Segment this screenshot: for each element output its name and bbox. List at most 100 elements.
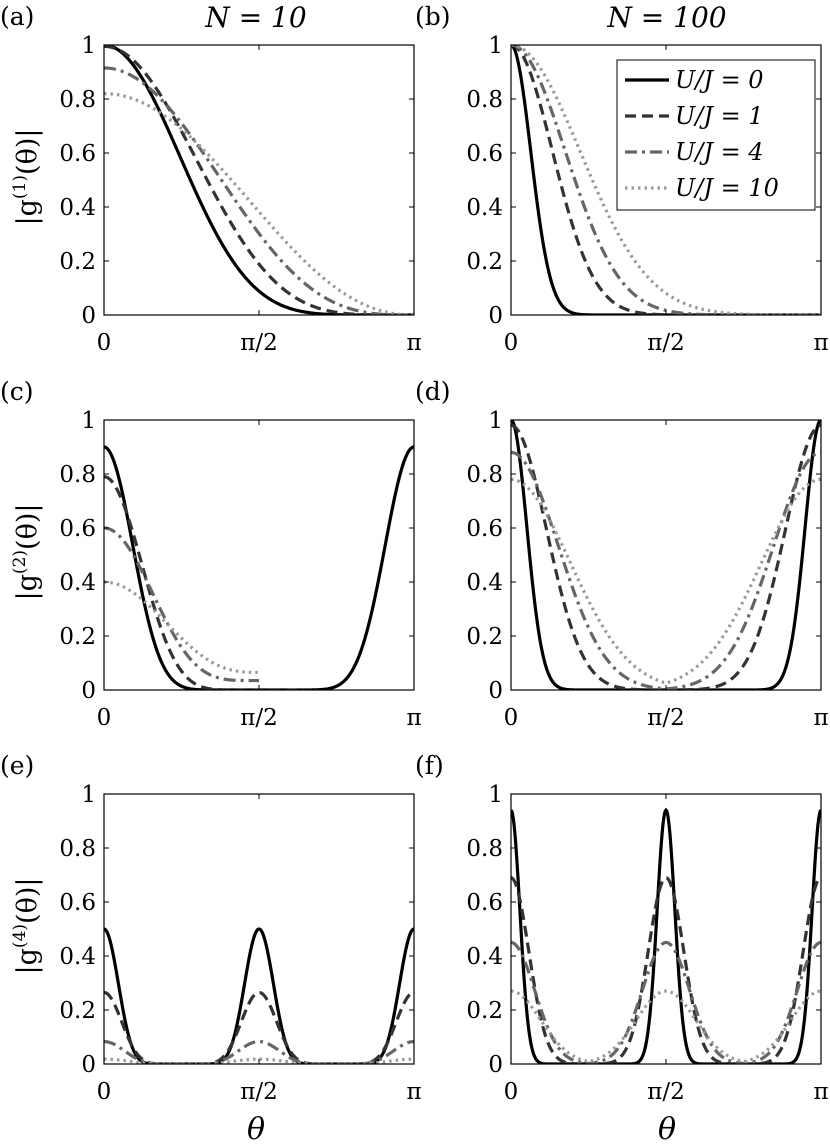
x-tick-label: π: [813, 1079, 828, 1105]
xlabel-theta-right: θ: [658, 1112, 676, 1147]
y-tick-label: 0.8: [466, 836, 503, 862]
y-tick-label: 0.2: [59, 998, 96, 1024]
x-tick-label: π/2: [647, 705, 685, 731]
y-tick-label: 0.4: [59, 195, 96, 221]
y-tick-label: 0.2: [59, 624, 96, 650]
y-tick-label: 0.8: [59, 836, 96, 862]
x-tick-label: π/2: [240, 330, 278, 356]
y-tick-label: 0.2: [466, 249, 503, 275]
panel-label: (e): [0, 751, 34, 780]
y-tick-label: 0: [81, 1052, 96, 1078]
series-line-10: [511, 989, 821, 1064]
panel-c: 0 0.2 0.4 0.6 0.8 1 0 π/2 π (c): [0, 377, 422, 731]
axes-box: [103, 44, 415, 316]
y-tick-label: 0.6: [59, 890, 96, 916]
series-line-0: [104, 445, 414, 690]
y-tick-label: 1: [81, 33, 96, 59]
x-tick-label: π/2: [647, 330, 685, 356]
y-tick-label: 0.4: [466, 195, 503, 221]
y-tick-label: 0.4: [59, 944, 96, 970]
panel-label: (d): [415, 377, 451, 406]
x-tick-label: π/2: [240, 1079, 278, 1105]
panel-d: 0 0.2 0.4 0.6 0.8 1 0 π/2 π (d): [415, 377, 829, 731]
legend-entry: U/J = 4: [675, 138, 764, 166]
x-tick-label: 0: [97, 1079, 112, 1105]
ylabel-g2: |g(2)(θ)|: [10, 504, 43, 601]
series-line-4: [104, 526, 259, 683]
y-tick-label: 0.8: [59, 462, 96, 488]
y-tick-label: 0.2: [466, 624, 503, 650]
y-tick-label: 0.6: [466, 516, 503, 542]
y-tick-label: 0.8: [466, 462, 503, 488]
legend-entry: U/J = 1: [675, 102, 764, 130]
y-tick-label: 0.4: [59, 570, 96, 596]
y-tick-label: 0: [488, 303, 503, 329]
panel-label: (f): [415, 751, 444, 780]
y-tick-label: 0: [488, 678, 503, 704]
y-tick-label: 1: [488, 782, 503, 808]
series-line-10: [104, 92, 414, 315]
series-line-1: [511, 423, 821, 690]
y-tick-label: 0.6: [466, 890, 503, 916]
panel-label: (b): [415, 2, 451, 31]
panel-b: 00.20.40.60.810 π/2 π(b)U/J = 0U/J = 1U/J …: [415, 2, 829, 356]
series-line-0: [511, 45, 821, 315]
x-tick-label: 0: [97, 705, 112, 731]
y-tick-label: 0.6: [59, 141, 96, 167]
panel-label: (a): [0, 2, 34, 31]
panel-a: 0 0.2 0.4 0.6 0.8 1 0 π/2 π (a): [0, 2, 422, 356]
x-tick-label: 0: [504, 330, 519, 356]
series-line-1: [511, 876, 821, 1064]
legend-entry: U/J = 0: [675, 66, 764, 94]
series-line-1: [511, 45, 821, 315]
y-tick-label: 0.8: [59, 87, 96, 113]
panel-e: 0 0.2 0.4 0.6 0.8 1 0 π/2 π (e): [0, 751, 422, 1105]
legend: U/J = 0 U/J = 1 U/J = 4 U/J = 10: [616, 59, 816, 211]
series-line-0: [511, 420, 821, 690]
y-tick-label: 0.6: [59, 516, 96, 542]
y-tick-label: 0.4: [466, 570, 503, 596]
ylabel-g4: |g(4)(θ)|: [10, 878, 43, 975]
y-tick-label: 0.2: [466, 998, 503, 1024]
x-tick-label: π: [406, 705, 421, 731]
x-tick-label: π: [406, 1079, 421, 1105]
x-tick-label: 0: [504, 1079, 519, 1105]
series-line-0: [104, 45, 414, 315]
panel-label: (c): [0, 377, 34, 406]
y-tick-label: 1: [488, 33, 503, 59]
series-line-10: [104, 580, 259, 675]
y-tick-label: 0.8: [466, 87, 503, 113]
xlabel-theta-left: θ: [247, 1112, 265, 1147]
series-line-1: [104, 990, 414, 1064]
legend-entry: U/J = 10: [675, 174, 779, 202]
y-tick-label: 1: [81, 408, 96, 434]
x-tick-label: 0: [97, 330, 112, 356]
legend-box: [616, 59, 816, 211]
y-tick-label: 0.2: [59, 249, 96, 275]
y-tick-label: 0: [81, 678, 96, 704]
y-tick-label: 0.6: [466, 141, 503, 167]
y-tick-label: 1: [488, 408, 503, 434]
axes-box: [510, 419, 822, 691]
series-line-4: [104, 66, 414, 315]
series-line-0: [104, 927, 414, 1064]
column-title-n10: N = 10: [204, 1, 306, 34]
column-title-n100: N = 100: [606, 1, 726, 34]
y-tick-label: 1: [81, 782, 96, 808]
axes-box: [510, 793, 822, 1065]
y-tick-label: 0: [81, 303, 96, 329]
x-tick-label: π: [813, 705, 828, 731]
series-line-4: [511, 450, 821, 690]
panel-f: 0 0.2 0.4 0.6 0.8 1 0 π/2 π (f): [415, 751, 829, 1105]
x-tick-label: π: [813, 330, 828, 356]
y-tick-label: 0: [488, 1052, 503, 1078]
ylabel-g1: |g(1)(θ)|: [10, 129, 43, 226]
x-tick-label: π: [406, 330, 421, 356]
series-line-1: [104, 45, 414, 315]
series-line-0: [511, 807, 821, 1064]
series-line-4: [511, 940, 821, 1064]
axes-box: [103, 419, 415, 691]
panels-group: 0 0.2 0.4 0.6 0.8 1 0 π/2 π (a) 0 0.2 0.4 0.6 0.8 1 0 π/2…: [0, 2, 829, 1105]
y-tick-label: 0.4: [466, 944, 503, 970]
